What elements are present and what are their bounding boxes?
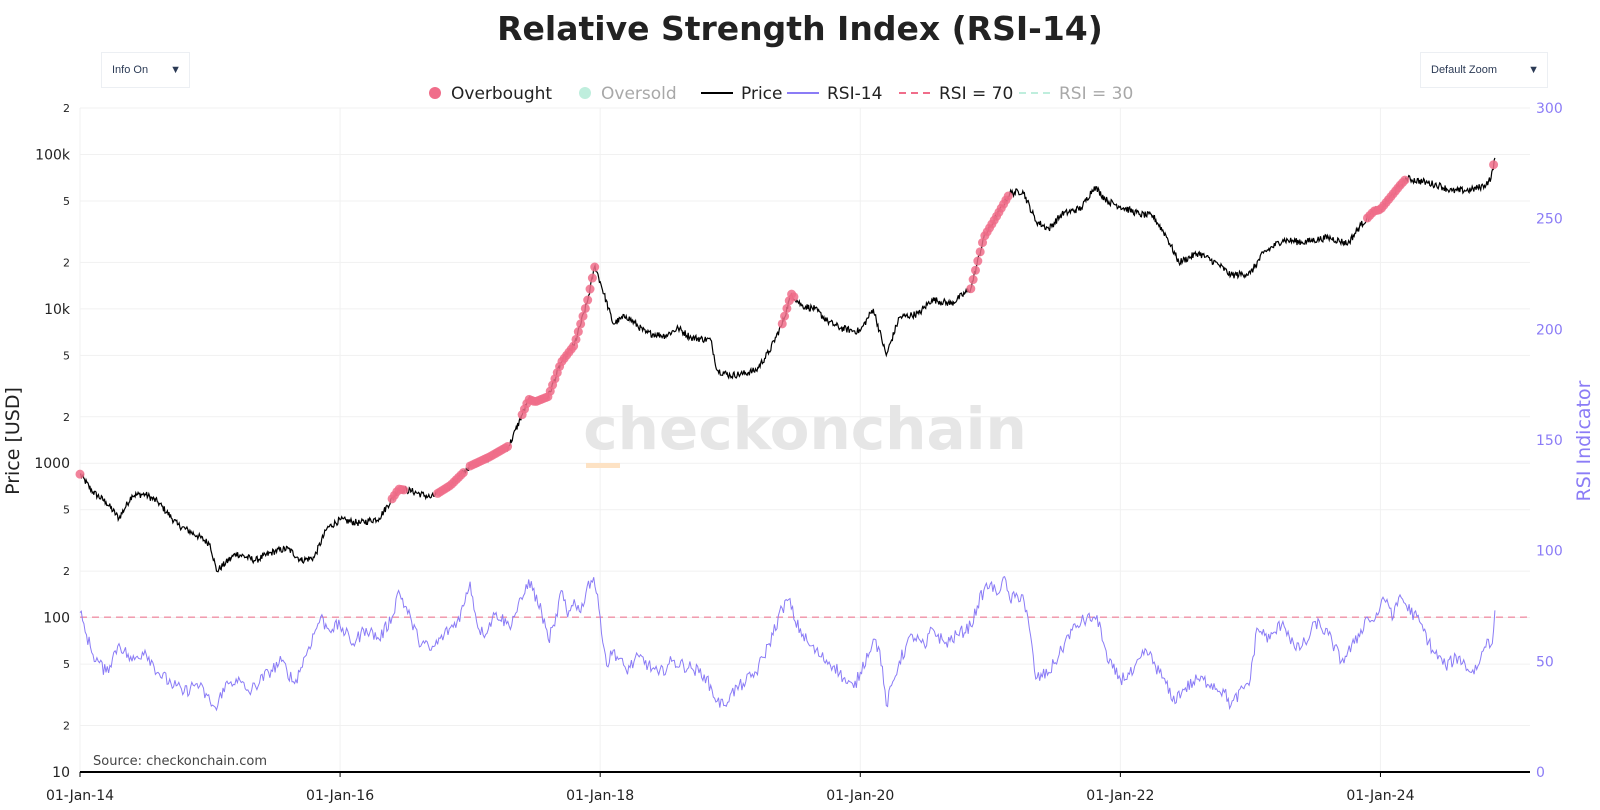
overbought-marker bbox=[585, 284, 595, 294]
zoom-dropdown-label: Default Zoom bbox=[1431, 64, 1498, 76]
legend-item-rsi: RSI-14 bbox=[787, 84, 882, 104]
grid bbox=[79, 107, 1530, 773]
legend-label: RSI-14 bbox=[827, 84, 882, 104]
right-axis-tick-label: 100 bbox=[1536, 544, 1563, 560]
legend: Overbought Oversold Price RSI-14 RSI = 70 RSI… bbox=[429, 84, 1133, 104]
overbought-marker bbox=[1003, 191, 1013, 201]
overbought-marker bbox=[571, 334, 581, 344]
right-axis-tick-label: 300 bbox=[1536, 101, 1563, 117]
overbought-marker bbox=[777, 319, 787, 329]
right-axis-label: RSI Indicator bbox=[1573, 380, 1595, 501]
legend-label: Price bbox=[741, 84, 782, 104]
overbought-marker bbox=[576, 319, 586, 329]
chevron-down-icon: ▼ bbox=[170, 64, 181, 76]
overbought-marker bbox=[580, 303, 590, 313]
left-axis-minor-tick-label: 2 bbox=[63, 565, 70, 578]
left-axis-major-tick-label: 10k bbox=[44, 302, 71, 318]
left-axis-ticks: 100k 10k 1000 100 10 2 5 2 5 2 5 2 5 2 bbox=[34, 102, 71, 781]
overbought-marker bbox=[978, 238, 988, 248]
legend-item-overbought: Overbought bbox=[429, 84, 552, 104]
watermark: checkonchain bbox=[583, 395, 1027, 463]
left-axis-minor-tick-label: 5 bbox=[63, 504, 70, 517]
chart-title: Relative Strength Index (RSI-14) bbox=[497, 9, 1103, 48]
rsi-series-line bbox=[79, 576, 1496, 712]
overbought-marker bbox=[1400, 175, 1410, 185]
legend-label: Overbought bbox=[451, 84, 552, 104]
overbought-marker bbox=[789, 292, 799, 302]
overbought-marker bbox=[966, 284, 976, 294]
info-dropdown-label: Info On bbox=[112, 64, 149, 76]
left-axis-minor-tick-label: 2 bbox=[63, 102, 70, 115]
legend-item-rsi70: RSI = 70 bbox=[899, 84, 1013, 104]
overbought-marker bbox=[590, 262, 600, 272]
legend-label: Oversold bbox=[601, 84, 677, 104]
left-axis-major-tick-label: 10 bbox=[52, 765, 70, 781]
right-axis-tick-label: 50 bbox=[1536, 654, 1554, 670]
left-axis-major-tick-label: 100k bbox=[35, 147, 71, 163]
overbought-marker bbox=[458, 468, 468, 478]
right-axis-ticks: 300 250 200 150 100 50 0 bbox=[1536, 101, 1563, 781]
x-axis-tick-label: 01-Jan-14 bbox=[46, 788, 114, 804]
x-axis-tick-label: 01-Jan-20 bbox=[826, 788, 894, 804]
legend-label: RSI = 70 bbox=[939, 84, 1013, 104]
left-axis-minor-tick-label: 5 bbox=[63, 195, 70, 208]
legend-item-price: Price bbox=[701, 84, 782, 104]
overbought-marker bbox=[75, 469, 85, 479]
left-axis-major-tick-label: 1000 bbox=[34, 456, 70, 472]
legend-swatch-dot bbox=[429, 87, 441, 99]
x-axis-tick-label: 01-Jan-24 bbox=[1346, 788, 1414, 804]
overbought-marker bbox=[782, 303, 792, 313]
left-axis-minor-tick-label: 2 bbox=[63, 411, 70, 424]
left-axis-minor-tick-label: 5 bbox=[63, 349, 70, 362]
legend-label: RSI = 30 bbox=[1059, 84, 1133, 104]
left-axis-minor-tick-label: 5 bbox=[63, 658, 70, 671]
overbought-marker bbox=[578, 311, 588, 321]
left-axis-minor-tick-label: 2 bbox=[63, 256, 70, 269]
left-axis-label: Price [USD] bbox=[2, 387, 24, 495]
overbought-marker bbox=[1489, 160, 1499, 170]
chevron-down-icon: ▼ bbox=[1528, 64, 1539, 76]
legend-item-oversold: Oversold bbox=[579, 84, 677, 104]
legend-item-rsi30: RSI = 30 bbox=[1019, 84, 1133, 104]
overbought-marker bbox=[968, 275, 978, 285]
info-dropdown[interactable]: Info On ▼ bbox=[101, 52, 190, 88]
overbought-marker bbox=[587, 273, 597, 283]
watermark-underscore bbox=[586, 463, 620, 468]
overbought-marker bbox=[970, 265, 980, 275]
right-axis-tick-label: 0 bbox=[1536, 765, 1545, 781]
overbought-marker bbox=[780, 311, 790, 321]
overbought-marker bbox=[503, 442, 513, 452]
left-axis-minor-tick-label: 2 bbox=[63, 720, 70, 733]
x-axis-tick-label: 01-Jan-16 bbox=[306, 788, 374, 804]
overbought-marker bbox=[399, 485, 409, 495]
x-axis-tick-label: 01-Jan-22 bbox=[1086, 788, 1154, 804]
x-axis-tick-label: 01-Jan-18 bbox=[566, 788, 634, 804]
right-axis-tick-label: 200 bbox=[1536, 322, 1563, 338]
source-text: Source: checkonchain.com bbox=[93, 754, 267, 769]
left-axis-major-tick-label: 100 bbox=[43, 611, 70, 627]
right-axis-tick-label: 150 bbox=[1536, 433, 1563, 449]
overbought-markers bbox=[75, 160, 1499, 504]
legend-swatch-dot bbox=[579, 87, 591, 99]
overbought-marker bbox=[583, 295, 593, 305]
overbought-marker bbox=[573, 327, 583, 337]
overbought-marker bbox=[973, 256, 983, 266]
right-axis-tick-label: 250 bbox=[1536, 212, 1563, 228]
zoom-dropdown[interactable]: Default Zoom ▼ bbox=[1420, 52, 1548, 88]
overbought-marker bbox=[975, 247, 985, 257]
x-axis-ticks: 01-Jan-14 01-Jan-16 01-Jan-18 01-Jan-20 01-J… bbox=[46, 772, 1415, 804]
